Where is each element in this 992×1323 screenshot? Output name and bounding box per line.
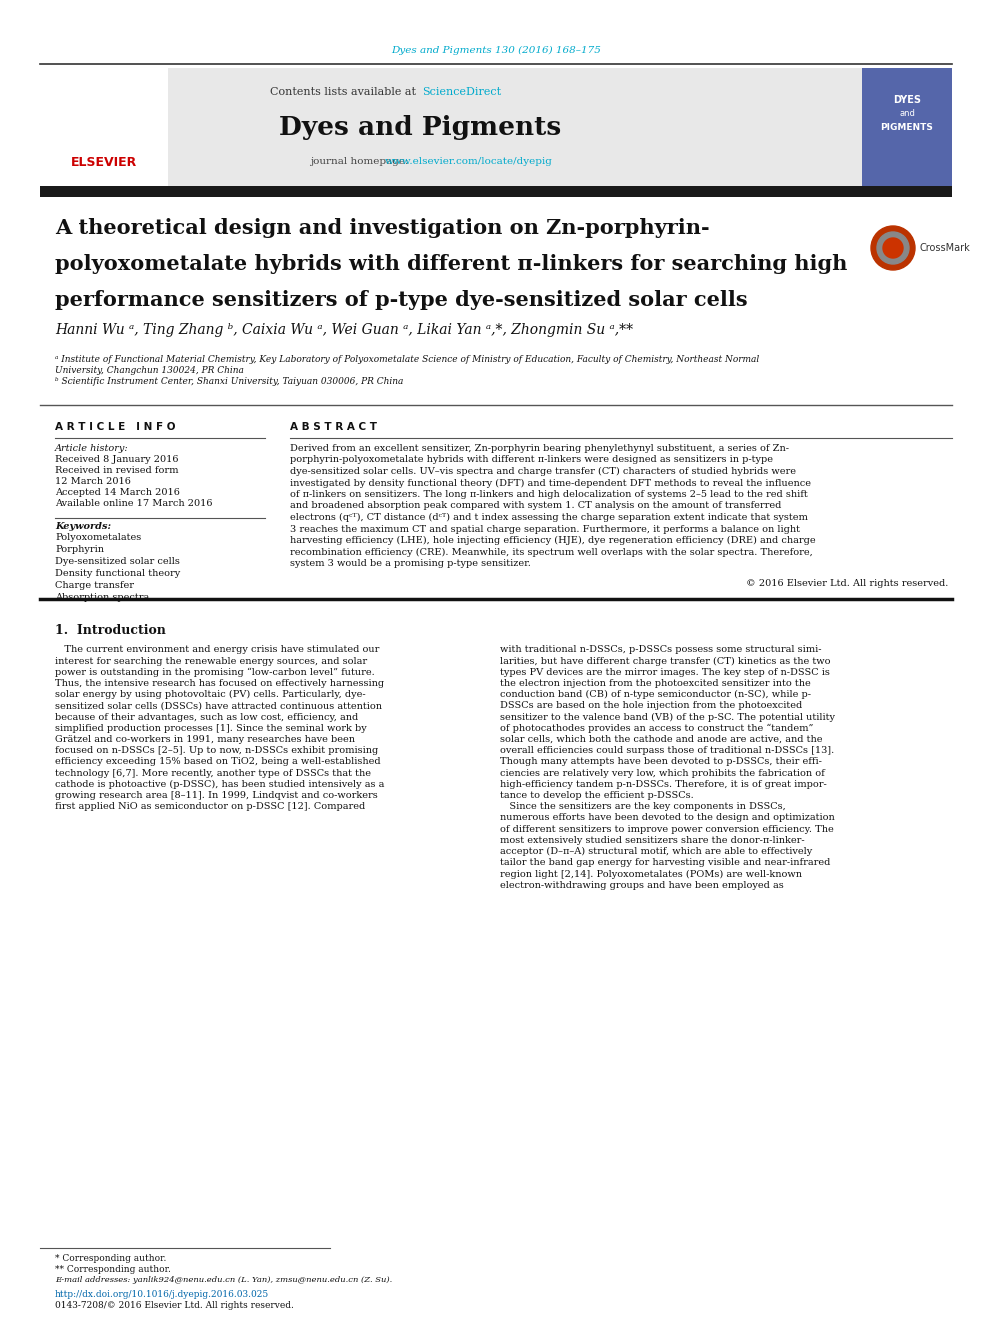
Text: region light [2,14]. Polyoxometalates (POMs) are well-known: region light [2,14]. Polyoxometalates (P… <box>500 869 802 878</box>
Text: solar cells, which both the cathode and anode are active, and the: solar cells, which both the cathode and … <box>500 736 822 744</box>
Text: Polyoxometalates: Polyoxometalates <box>55 533 141 542</box>
Text: http://dx.doi.org/10.1016/j.dyepig.2016.03.025: http://dx.doi.org/10.1016/j.dyepig.2016.… <box>55 1290 269 1299</box>
Text: first applied NiO as semiconductor on p-DSSC [12]. Compared: first applied NiO as semiconductor on p-… <box>55 802 365 811</box>
Text: harvesting efficiency (LHE), hole injecting efficiency (HJE), dye regeneration e: harvesting efficiency (LHE), hole inject… <box>290 536 815 545</box>
Text: of π-linkers on sensitizers. The long π-linkers and high delocalization of syste: of π-linkers on sensitizers. The long π-… <box>290 490 807 499</box>
Text: University, Changchun 130024, PR China: University, Changchun 130024, PR China <box>55 366 244 374</box>
Text: Absorption spectra: Absorption spectra <box>55 593 149 602</box>
Text: Dye-sensitized solar cells: Dye-sensitized solar cells <box>55 557 180 566</box>
Text: polyoxometalate hybrids with different π-linkers for searching high: polyoxometalate hybrids with different π… <box>55 254 847 274</box>
Text: ᵃ Institute of Functional Material Chemistry, Key Laboratory of Polyoxometalate : ᵃ Institute of Functional Material Chemi… <box>55 355 759 364</box>
Text: tailor the band gap energy for harvesting visible and near-infrared: tailor the band gap energy for harvestin… <box>500 859 830 868</box>
Text: 12 March 2016: 12 March 2016 <box>55 478 131 486</box>
Text: because of their advantages, such as low cost, efficiency, and: because of their advantages, such as low… <box>55 713 358 722</box>
Text: power is outstanding in the promising “low-carbon level” future.: power is outstanding in the promising “l… <box>55 668 375 677</box>
Bar <box>862 67 952 187</box>
Text: and: and <box>899 110 915 119</box>
Text: * Corresponding author.: * Corresponding author. <box>55 1254 167 1263</box>
Text: larities, but have different charge transfer (CT) kinetics as the two: larities, but have different charge tran… <box>500 656 830 665</box>
Text: of different sensitizers to improve power conversion efficiency. The: of different sensitizers to improve powe… <box>500 824 833 833</box>
Text: most extensively studied sensitizers share the donor-π-linker-: most extensively studied sensitizers sha… <box>500 836 805 845</box>
Circle shape <box>883 238 903 258</box>
Text: Grätzel and co-workers in 1991, many researches have been: Grätzel and co-workers in 1991, many res… <box>55 736 355 744</box>
Text: performance sensitizers of p-type dye-sensitized solar cells: performance sensitizers of p-type dye-se… <box>55 290 748 310</box>
Text: solar energy by using photovoltaic (PV) cells. Particularly, dye-: solar energy by using photovoltaic (PV) … <box>55 691 366 700</box>
Text: conduction band (CB) of n-type semiconductor (n-SC), while p-: conduction band (CB) of n-type semicondu… <box>500 691 811 700</box>
Text: overall efficiencies could surpass those of traditional n-DSSCs [13].: overall efficiencies could surpass those… <box>500 746 834 755</box>
Text: CrossMark: CrossMark <box>919 243 970 253</box>
Text: of photocathodes provides an access to construct the “tandem”: of photocathodes provides an access to c… <box>500 724 813 733</box>
Circle shape <box>877 232 909 265</box>
Text: interest for searching the renewable energy sources, and solar: interest for searching the renewable ene… <box>55 656 367 665</box>
Text: Article history:: Article history: <box>55 445 129 452</box>
Text: A theoretical design and investigation on Zn-porphyrin-: A theoretical design and investigation o… <box>55 218 709 238</box>
Text: focused on n-DSSCs [2–5]. Up to now, n-DSSCs exhibit promising: focused on n-DSSCs [2–5]. Up to now, n-D… <box>55 746 378 755</box>
Text: sensitized solar cells (DSSCs) have attracted continuous attention: sensitized solar cells (DSSCs) have attr… <box>55 701 382 710</box>
Text: numerous efforts have been devoted to the design and optimization: numerous efforts have been devoted to th… <box>500 814 834 823</box>
Text: Accepted 14 March 2016: Accepted 14 March 2016 <box>55 488 180 497</box>
Text: PIGMENTS: PIGMENTS <box>881 123 933 132</box>
Text: types PV devices are the mirror images. The key step of n-DSSC is: types PV devices are the mirror images. … <box>500 668 830 677</box>
Text: journal homepage:: journal homepage: <box>310 157 412 167</box>
Text: Contents lists available at: Contents lists available at <box>271 87 420 97</box>
Text: tance to develop the efficient p-DSSCs.: tance to develop the efficient p-DSSCs. <box>500 791 693 800</box>
Text: Porphyrin: Porphyrin <box>55 545 104 554</box>
Text: A B S T R A C T: A B S T R A C T <box>290 422 377 433</box>
Text: Hanni Wu ᵃ, Ting Zhang ᵇ, Caixia Wu ᵃ, Wei Guan ᵃ, Likai Yan ᵃ,*, Zhongmin Su ᵃ,: Hanni Wu ᵃ, Ting Zhang ᵇ, Caixia Wu ᵃ, W… <box>55 323 633 337</box>
Text: 3 reaches the maximum CT and spatial charge separation. Furthermore, it performs: 3 reaches the maximum CT and spatial cha… <box>290 524 800 533</box>
Text: electrons (qᶜᵀ), CT distance (dᶜᵀ) and t index assessing the charge separation e: electrons (qᶜᵀ), CT distance (dᶜᵀ) and t… <box>290 513 807 523</box>
Text: A R T I C L E   I N F O: A R T I C L E I N F O <box>55 422 176 433</box>
Text: and broadened absorption peak compared with system 1. CT analysis on the amount : and broadened absorption peak compared w… <box>290 501 782 511</box>
Text: ciencies are relatively very low, which prohibits the fabrication of: ciencies are relatively very low, which … <box>500 769 824 778</box>
Text: ᵇ Scientific Instrument Center, Shanxi University, Taiyuan 030006, PR China: ᵇ Scientific Instrument Center, Shanxi U… <box>55 377 404 386</box>
Text: E-mail addresses: yanlik924@nenu.edu.cn (L. Yan), zmsu@nenu.edu.cn (Z. Su).: E-mail addresses: yanlik924@nenu.edu.cn … <box>55 1275 392 1285</box>
Text: electron-withdrawing groups and have been employed as: electron-withdrawing groups and have bee… <box>500 881 784 889</box>
Text: ELSEVIER: ELSEVIER <box>70 156 137 168</box>
Text: efficiency exceeding 15% based on TiO2, being a well-established: efficiency exceeding 15% based on TiO2, … <box>55 758 381 766</box>
Text: Received in revised form: Received in revised form <box>55 466 179 475</box>
Text: Keywords:: Keywords: <box>55 523 111 531</box>
Circle shape <box>871 226 915 270</box>
Text: Dyes and Pigments: Dyes and Pigments <box>279 115 561 140</box>
Text: www.elsevier.com/locate/dyepig: www.elsevier.com/locate/dyepig <box>385 157 553 167</box>
Text: Charge transfer: Charge transfer <box>55 581 134 590</box>
Text: Thus, the intensive research has focused on effectively harnessing: Thus, the intensive research has focused… <box>55 679 384 688</box>
Bar <box>40 67 168 187</box>
Text: growing research area [8–11]. In 1999, Lindqvist and co-workers: growing research area [8–11]. In 1999, L… <box>55 791 378 800</box>
Text: 0143-7208/© 2016 Elsevier Ltd. All rights reserved.: 0143-7208/© 2016 Elsevier Ltd. All right… <box>55 1301 294 1310</box>
Text: Available online 17 March 2016: Available online 17 March 2016 <box>55 499 212 508</box>
Text: 1.  Introduction: 1. Introduction <box>55 623 166 636</box>
Text: © 2016 Elsevier Ltd. All rights reserved.: © 2016 Elsevier Ltd. All rights reserved… <box>746 578 948 587</box>
Text: porphyrin-polyoxometalate hybrids with different π-linkers were designed as sens: porphyrin-polyoxometalate hybrids with d… <box>290 455 773 464</box>
Text: Since the sensitizers are the key components in DSSCs,: Since the sensitizers are the key compon… <box>500 802 786 811</box>
Text: high-efficiency tandem p-n-DSSCs. Therefore, it is of great impor-: high-efficiency tandem p-n-DSSCs. Theref… <box>500 779 826 789</box>
Text: Density functional theory: Density functional theory <box>55 569 181 578</box>
Text: Though many attempts have been devoted to p-DSSCs, their effi-: Though many attempts have been devoted t… <box>500 758 822 766</box>
Text: DSSCs are based on the hole injection from the photoexcited: DSSCs are based on the hole injection fr… <box>500 701 803 710</box>
Text: system 3 would be a promising p-type sensitizer.: system 3 would be a promising p-type sen… <box>290 560 531 568</box>
Text: technology [6,7]. More recently, another type of DSSCs that the: technology [6,7]. More recently, another… <box>55 769 371 778</box>
Text: acceptor (D–π–A) structural motif, which are able to effectively: acceptor (D–π–A) structural motif, which… <box>500 847 812 856</box>
Text: ScienceDirect: ScienceDirect <box>422 87 501 97</box>
Text: Dyes and Pigments 130 (2016) 168–175: Dyes and Pigments 130 (2016) 168–175 <box>391 45 601 54</box>
Text: cathode is photoactive (p-DSSC), has been studied intensively as a: cathode is photoactive (p-DSSC), has bee… <box>55 779 384 789</box>
Text: Received 8 January 2016: Received 8 January 2016 <box>55 455 179 464</box>
Text: Derived from an excellent sensitizer, Zn-porphyrin bearing phenylethynyl substit: Derived from an excellent sensitizer, Zn… <box>290 445 789 452</box>
Text: with traditional n-DSSCs, p-DSSCs possess some structural simi-: with traditional n-DSSCs, p-DSSCs posses… <box>500 646 821 655</box>
Bar <box>40 67 952 187</box>
Text: simplified production processes [1]. Since the seminal work by: simplified production processes [1]. Sin… <box>55 724 367 733</box>
Text: dye-sensitized solar cells. UV–vis spectra and charge transfer (CT) characters o: dye-sensitized solar cells. UV–vis spect… <box>290 467 796 476</box>
Text: recombination efficiency (CRE). Meanwhile, its spectrum well overlaps with the s: recombination efficiency (CRE). Meanwhil… <box>290 548 812 557</box>
Text: ** Corresponding author.: ** Corresponding author. <box>55 1265 171 1274</box>
Bar <box>40 187 952 197</box>
Text: investigated by density functional theory (DFT) and time-dependent DFT methods t: investigated by density functional theor… <box>290 479 811 488</box>
Text: The current environment and energy crisis have stimulated our: The current environment and energy crisi… <box>55 646 379 655</box>
Text: the electron injection from the photoexcited sensitizer into the: the electron injection from the photoexc… <box>500 679 810 688</box>
Text: DYES: DYES <box>893 95 921 105</box>
Text: sensitizer to the valence band (VB) of the p-SC. The potential utility: sensitizer to the valence band (VB) of t… <box>500 713 835 722</box>
